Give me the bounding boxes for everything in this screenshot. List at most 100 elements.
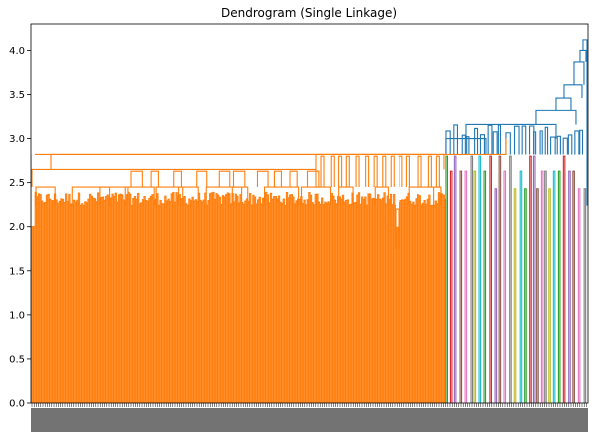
leaf-link bbox=[380, 199, 383, 403]
leaf-link bbox=[375, 198, 378, 403]
leaf-link bbox=[66, 200, 69, 403]
leaf-link bbox=[81, 203, 84, 403]
leaf-link bbox=[353, 202, 356, 403]
leaf-link bbox=[212, 191, 215, 403]
leaf-link bbox=[372, 197, 375, 403]
leaf-link bbox=[365, 204, 369, 403]
leaf-link bbox=[345, 199, 348, 403]
cluster-link bbox=[398, 155, 403, 188]
leaf-link bbox=[127, 191, 130, 403]
leaf-link bbox=[338, 196, 341, 403]
leaf-link bbox=[245, 198, 249, 403]
leaf-link bbox=[173, 201, 177, 403]
leaf-link bbox=[562, 155, 566, 403]
leaf-link bbox=[89, 193, 92, 403]
leaf-link bbox=[434, 200, 437, 403]
leaf-link bbox=[61, 198, 65, 403]
leaf-link bbox=[143, 195, 146, 403]
leaf-link bbox=[250, 204, 253, 403]
cluster-link bbox=[365, 155, 370, 188]
leaf-link bbox=[395, 208, 400, 249]
leaf-link bbox=[332, 195, 335, 403]
upper-link bbox=[582, 39, 588, 206]
y-tick-label: 0.5 bbox=[9, 354, 25, 365]
leaf-link bbox=[303, 199, 306, 403]
leaf-link bbox=[572, 170, 575, 403]
leaf-link bbox=[170, 193, 173, 403]
y-tick-label: 2.0 bbox=[9, 222, 25, 233]
leaf-link bbox=[431, 204, 434, 403]
dendrogram-links bbox=[31, 39, 588, 403]
leaf-link bbox=[140, 202, 143, 403]
leaf-link bbox=[282, 198, 285, 403]
leaf-link bbox=[244, 200, 247, 403]
upper-link bbox=[550, 136, 556, 155]
leaf-link bbox=[42, 202, 45, 403]
leaf-link bbox=[63, 202, 66, 403]
leaf-link bbox=[396, 201, 399, 403]
leaf-link bbox=[82, 204, 85, 403]
cluster-link bbox=[231, 186, 249, 206]
leaf-link bbox=[297, 198, 300, 403]
leaf-link bbox=[178, 194, 181, 403]
leaf-link bbox=[156, 193, 159, 403]
leaf-link bbox=[483, 170, 487, 403]
upper-link bbox=[535, 109, 577, 125]
leaf-link bbox=[172, 192, 175, 403]
leaf-link bbox=[433, 204, 436, 403]
leaf-link bbox=[351, 192, 354, 403]
leaf-link bbox=[503, 170, 507, 403]
leaf-link bbox=[442, 194, 445, 403]
leaf-link bbox=[58, 200, 61, 403]
leaf-link bbox=[85, 202, 89, 403]
upper-link bbox=[465, 123, 557, 139]
leaf-link bbox=[231, 193, 234, 403]
leaf-link bbox=[340, 198, 343, 403]
leaf-link bbox=[114, 192, 117, 403]
cluster-link bbox=[427, 155, 432, 188]
leaf-link bbox=[68, 193, 71, 403]
leaf-link bbox=[322, 203, 325, 403]
upper-link bbox=[461, 134, 466, 155]
leaf-link bbox=[31, 226, 34, 403]
leaf-link bbox=[65, 193, 68, 403]
leaf-link bbox=[413, 204, 417, 403]
cluster-link bbox=[205, 186, 243, 206]
leaf-link bbox=[324, 201, 327, 403]
plot-area bbox=[31, 39, 588, 403]
leaf-link bbox=[113, 195, 116, 403]
leaf-link bbox=[167, 198, 170, 403]
leaf-link bbox=[330, 192, 333, 403]
upper-link bbox=[567, 134, 573, 155]
leaf-link bbox=[346, 199, 349, 403]
leaf-link bbox=[188, 198, 191, 403]
cluster-link bbox=[35, 138, 507, 155]
leaf-link bbox=[138, 203, 141, 403]
leaf-link bbox=[177, 195, 180, 403]
upper-link bbox=[579, 49, 587, 62]
x-leaf-labels-band bbox=[31, 408, 588, 432]
leaf-link bbox=[201, 201, 204, 403]
leaf-link bbox=[165, 200, 169, 403]
cluster-link bbox=[435, 155, 440, 188]
leaf-link bbox=[313, 204, 316, 403]
leaf-link bbox=[210, 192, 213, 403]
leaf-link bbox=[295, 200, 298, 403]
leaf-link bbox=[306, 199, 309, 403]
leaf-link bbox=[409, 200, 412, 403]
y-tick-label: 1.5 bbox=[9, 266, 25, 277]
leaf-link bbox=[309, 194, 313, 403]
leaf-link bbox=[583, 188, 587, 403]
leaf-link bbox=[133, 195, 137, 403]
cluster-link bbox=[320, 155, 325, 188]
leaf-link bbox=[183, 195, 186, 403]
leaf-link bbox=[349, 203, 353, 403]
upper-link bbox=[474, 127, 479, 155]
leaf-link bbox=[47, 193, 50, 403]
leaf-link bbox=[73, 199, 76, 403]
y-tick-label: 0.0 bbox=[9, 399, 25, 410]
leaf-link bbox=[218, 196, 221, 403]
leaf-link bbox=[119, 193, 122, 403]
leaf-link bbox=[274, 195, 277, 403]
leaf-link bbox=[197, 192, 201, 403]
